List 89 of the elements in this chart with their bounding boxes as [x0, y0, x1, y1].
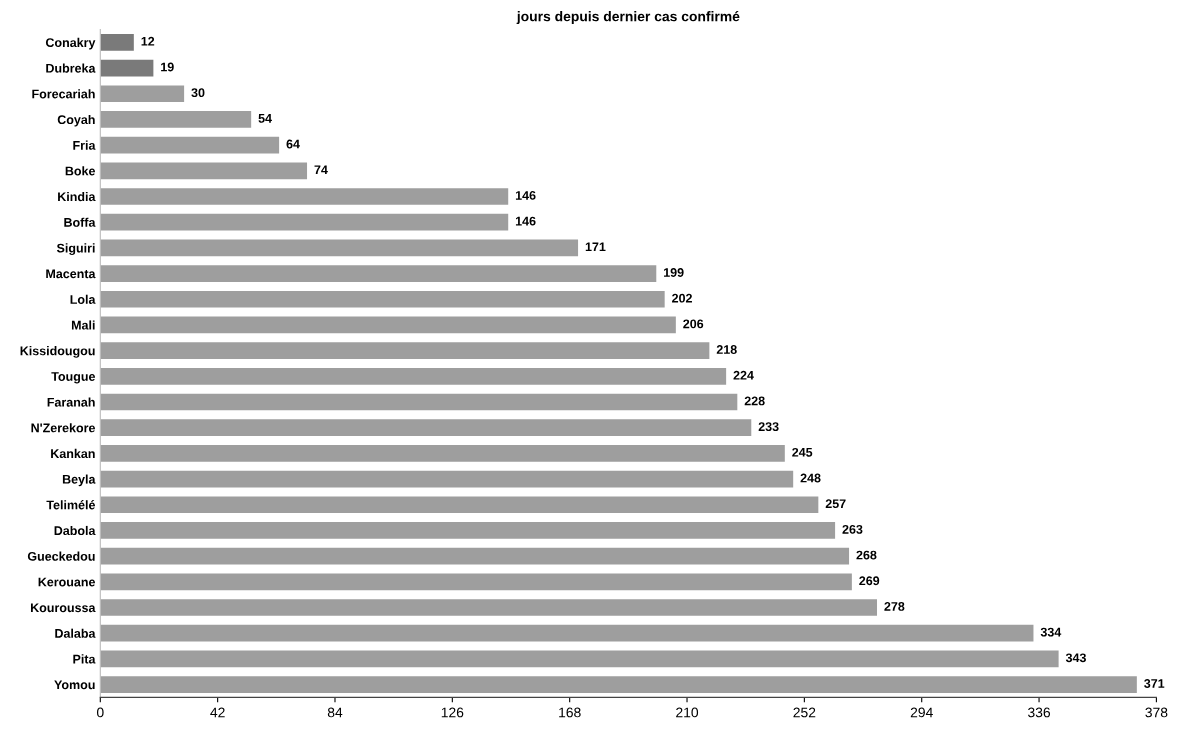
bar — [100, 470, 794, 488]
bar — [100, 496, 819, 514]
bar — [100, 573, 852, 591]
y-tick-label: Macenta — [46, 269, 96, 279]
bar — [100, 547, 850, 565]
x-tick-label: 336 — [1028, 707, 1051, 718]
data-label: 248 — [800, 473, 821, 483]
bar — [100, 265, 657, 282]
data-label: 371 — [1144, 679, 1165, 688]
data-label: 64 — [286, 139, 300, 149]
y-tick-label: Tougue — [51, 372, 96, 384]
data-label: 30 — [191, 88, 205, 98]
x-tick-label: 42 — [210, 707, 225, 718]
data-label: 19 — [161, 62, 174, 72]
bar — [100, 59, 154, 77]
bar — [100, 85, 185, 103]
y-tick-label: Fria — [73, 140, 96, 150]
bar — [100, 419, 752, 437]
y-tick-label: Conakry — [45, 37, 96, 50]
bar — [100, 367, 727, 385]
data-label: 202 — [672, 293, 692, 303]
data-label: 218 — [716, 345, 737, 354]
data-label: 245 — [792, 447, 813, 457]
bar — [100, 676, 1137, 693]
data-label: 74 — [314, 165, 328, 175]
x-tick-label: 252 — [793, 707, 816, 718]
bar — [100, 34, 134, 51]
y-tick-label: N'Zerekore — [31, 423, 96, 433]
data-label: 334 — [1040, 627, 1062, 637]
y-tick-label: Dabola — [54, 525, 96, 536]
bar — [100, 239, 579, 257]
chart-title: jours depuis dernier cas confirmé — [516, 11, 740, 25]
x-tick-label: 210 — [676, 707, 699, 718]
y-tick-label: Coyah — [57, 114, 95, 127]
y-tick-label: Boffa — [64, 217, 96, 227]
y-tick-label: Gueckedou — [27, 551, 95, 561]
y-tick-label: Beyla — [62, 474, 96, 487]
data-label: 233 — [758, 422, 779, 432]
data-label: 343 — [1065, 653, 1086, 663]
x-tick-label: 294 — [910, 707, 933, 718]
y-tick-label: Siguiri — [56, 243, 95, 256]
data-label: 146 — [515, 191, 536, 200]
bar — [100, 290, 665, 308]
y-tick-label: Kerouane — [38, 577, 96, 587]
y-tick-label: Kankan — [51, 448, 95, 459]
y-tick-label: Pita — [73, 654, 96, 664]
y-tick-label: Boke — [65, 166, 96, 176]
data-label: 228 — [744, 396, 765, 406]
y-tick-label: Kouroussa — [30, 603, 96, 613]
bar — [100, 650, 1059, 668]
bar — [100, 213, 509, 231]
y-tick-label: Lola — [70, 294, 96, 304]
y-tick-label: Forecariah — [32, 89, 95, 99]
y-tick-label: Dalaba — [55, 628, 96, 638]
data-label: 12 — [141, 36, 155, 46]
data-label: 268 — [856, 550, 877, 560]
x-tick-label: 84 — [327, 707, 343, 718]
y-tick-label: Yomou — [54, 680, 95, 690]
data-label: 278 — [884, 602, 905, 611]
y-tick-label: Kissidougou — [20, 346, 95, 358]
data-label: 263 — [842, 524, 863, 534]
bar — [100, 445, 785, 462]
bar — [100, 522, 836, 539]
data-label: 269 — [859, 576, 880, 586]
x-tick-label: 168 — [559, 707, 581, 718]
bar — [100, 316, 676, 334]
x-tick-label: 126 — [441, 707, 464, 718]
y-tick-label: Faranah — [47, 397, 95, 407]
y-tick-label: Kindia — [58, 191, 96, 202]
data-label: 146 — [515, 216, 536, 226]
data-label: 54 — [258, 114, 272, 123]
y-tick-label: Mali — [71, 320, 95, 330]
data-label: 171 — [585, 242, 606, 252]
bar — [100, 136, 280, 154]
data-label: 199 — [664, 268, 684, 277]
bar — [100, 162, 308, 180]
data-label: 257 — [825, 499, 846, 509]
y-tick-label: Telimélé — [46, 500, 96, 510]
bar — [100, 599, 878, 616]
bar — [100, 393, 738, 411]
data-label: 224 — [733, 370, 754, 380]
x-tick-label: 378 — [1145, 707, 1168, 718]
x-tick-label: 0 — [96, 707, 104, 718]
y-tick-label: Dubreka — [46, 63, 96, 73]
bar — [100, 111, 252, 128]
bar — [100, 188, 509, 205]
bar — [100, 624, 1034, 642]
bar — [100, 342, 710, 359]
data-label: 206 — [683, 319, 704, 329]
